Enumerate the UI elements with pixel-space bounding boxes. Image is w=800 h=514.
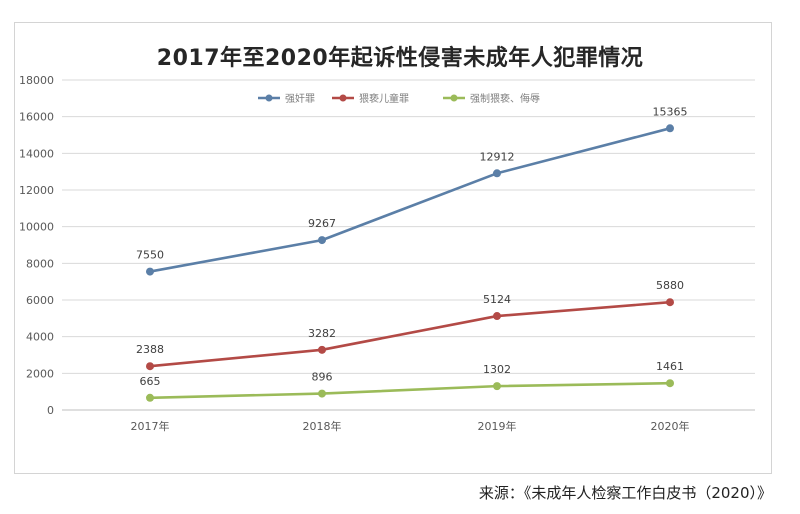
source-note: 来源：《未成年人检察工作白皮书（2020）》 <box>478 484 772 502</box>
legend-label: 强奸罪 <box>285 93 315 105</box>
data-label: 665 <box>140 375 161 388</box>
x-tick-label: 2017年 <box>131 419 170 433</box>
y-tick-label: 12000 <box>19 184 54 197</box>
data-label: 15365 <box>653 105 688 118</box>
data-label: 12912 <box>480 150 515 163</box>
data-point <box>146 267 154 276</box>
data-point <box>318 236 326 245</box>
data-label: 5124 <box>483 293 511 306</box>
legend-label: 强制猥亵、侮辱 <box>470 92 540 105</box>
legend-label: 猥亵儿童罪 <box>359 92 409 105</box>
series-line <box>149 381 671 400</box>
y-tick-label: 6000 <box>26 294 54 307</box>
y-tick-label: 8000 <box>26 257 54 270</box>
data-point <box>493 312 501 321</box>
y-tick-label: 0 <box>47 404 54 417</box>
legend-marker <box>450 94 458 102</box>
x-tick-label: 2019年 <box>478 419 517 433</box>
data-label: 5880 <box>656 279 684 292</box>
y-tick-label: 4000 <box>26 331 54 344</box>
y-tick-label: 2000 <box>26 367 54 380</box>
data-label: 7550 <box>136 249 164 262</box>
y-tick-label: 14000 <box>19 147 54 160</box>
legend-marker <box>339 94 347 102</box>
series-line <box>149 127 671 273</box>
data-label: 896 <box>312 371 333 384</box>
data-point <box>146 362 154 371</box>
data-point <box>666 298 674 307</box>
data-label: 3282 <box>308 327 336 340</box>
y-tick-label: 18000 <box>19 74 54 87</box>
data-label: 1302 <box>483 363 511 376</box>
data-point <box>318 345 326 354</box>
legend-marker <box>265 94 273 102</box>
chart-title: 2017年至2020年起诉性侵害未成年人犯罪情况 <box>156 46 644 71</box>
data-point <box>493 169 501 178</box>
data-point <box>318 389 326 398</box>
data-point <box>146 393 154 402</box>
data-label: 9267 <box>308 217 336 230</box>
data-label: 2388 <box>136 343 164 356</box>
data-point <box>493 382 501 391</box>
data-label: 1461 <box>656 360 684 373</box>
data-point <box>666 124 674 133</box>
y-tick-label: 16000 <box>19 111 54 124</box>
data-point <box>666 379 674 388</box>
y-tick-label: 10000 <box>19 221 54 234</box>
chart-frame <box>14 22 772 474</box>
x-tick-label: 2018年 <box>303 419 342 433</box>
series-line <box>149 300 671 368</box>
x-tick-label: 2020年 <box>651 419 690 433</box>
